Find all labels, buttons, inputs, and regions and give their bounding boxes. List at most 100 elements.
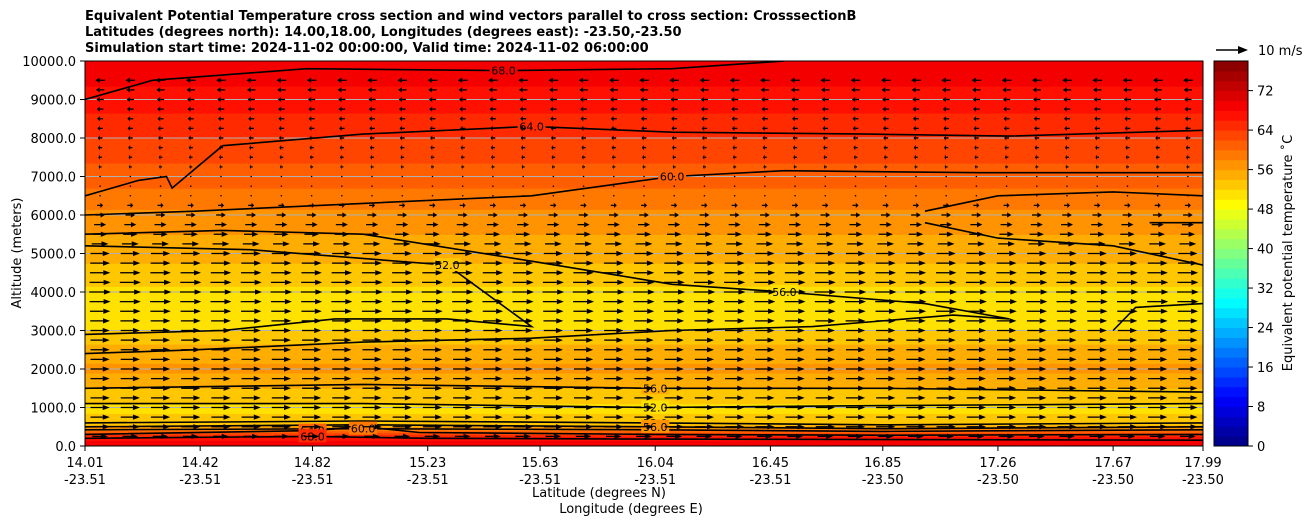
- wind-arrow: [337, 77, 347, 83]
- wind-arrow: [634, 376, 654, 382]
- x-tick-label-lon: -23.50: [1182, 473, 1224, 488]
- wind-arrow: [667, 231, 682, 237]
- x-axis-title-latitude: Latitude (degrees N): [532, 486, 666, 501]
- wind-arrow: [125, 212, 136, 218]
- wind-arrow: [1087, 250, 1107, 257]
- wind-arrow: [188, 154, 193, 160]
- wind-arrow: [785, 376, 805, 382]
- wind-arrow: [392, 356, 412, 362]
- field-band: [85, 93, 1203, 97]
- wind-arrow: [242, 241, 260, 247]
- wind-arrow: [550, 125, 557, 131]
- wind-arrow: [755, 250, 775, 257]
- wind-arrow: [1057, 250, 1077, 257]
- wind-arrow: [1126, 175, 1129, 178]
- wind-arrow: [815, 395, 835, 401]
- contour-line: [924, 191, 1203, 212]
- wind-arrow: [853, 145, 858, 151]
- wind-arrow: [517, 222, 530, 228]
- wind-arrow: [821, 87, 830, 93]
- wind-arrow: [913, 135, 919, 141]
- field-band: [85, 84, 1203, 87]
- wind-arrow: [279, 164, 283, 170]
- wind-arrow: [271, 376, 292, 382]
- wind-arrow: [241, 424, 261, 430]
- colorbar-band: [1214, 120, 1248, 131]
- wind-arrow: [732, 145, 737, 151]
- wind-arrow: [452, 270, 473, 276]
- wind-arrow: [392, 308, 413, 314]
- wind-arrow: [725, 337, 745, 343]
- wind-arrow: [483, 414, 503, 420]
- wind-arrow: [393, 241, 411, 247]
- wind-arrow: [301, 299, 323, 305]
- wind-arrow: [639, 212, 649, 218]
- wind-arrow: [731, 125, 738, 131]
- wind-arrow: [153, 231, 168, 237]
- field-band: [85, 247, 1203, 251]
- wind-arrow: [513, 376, 533, 382]
- wind-arrow: [852, 125, 859, 131]
- wind-arrow: [303, 433, 320, 439]
- wind-arrow: [670, 106, 678, 112]
- wind-arrow: [271, 250, 292, 257]
- field-band: [85, 107, 1203, 110]
- wind-arrow: [1087, 327, 1107, 334]
- wind-arrow: [694, 424, 715, 430]
- wind-arrow: [210, 270, 232, 276]
- wind-arrow: [180, 299, 202, 305]
- wind-arrow: [280, 194, 283, 197]
- field-band: [85, 109, 1203, 112]
- wind-arrow: [582, 164, 586, 170]
- field-band: [85, 99, 1203, 103]
- wind-arrow: [642, 164, 646, 170]
- wind-arrow: [90, 366, 110, 372]
- wind-arrow: [1185, 125, 1191, 131]
- wind-arrow: [213, 231, 229, 237]
- wind-arrow: [279, 135, 284, 141]
- field-band: [85, 351, 1203, 355]
- wind-arrow: [703, 185, 706, 187]
- wind-arrow: [188, 125, 194, 131]
- x-tick-label-lon: -23.50: [862, 473, 904, 488]
- wind-arrow: [733, 175, 736, 178]
- wind-arrow: [399, 125, 405, 131]
- wind-arrow: [246, 77, 256, 83]
- wind-arrow: [1147, 260, 1168, 266]
- wind-arrow: [999, 231, 1014, 237]
- wind-arrow: [332, 424, 352, 430]
- wind-arrow: [302, 414, 322, 420]
- wind-arrow: [270, 279, 292, 285]
- wind-arrow: [400, 154, 405, 160]
- field-band: [85, 367, 1203, 370]
- wind-arrow: [640, 96, 648, 103]
- wind-arrow: [882, 116, 889, 122]
- wind-arrow: [604, 424, 624, 430]
- wind-arrow: [90, 356, 110, 362]
- field-band: [85, 128, 1203, 131]
- wind-arrow: [210, 289, 232, 295]
- wind-arrow: [398, 106, 406, 112]
- wind-arrow: [90, 250, 110, 257]
- wind-arrow: [1087, 356, 1107, 362]
- wind-arrow: [217, 96, 225, 103]
- wind-arrow: [246, 212, 256, 218]
- wind-arrow: [634, 337, 654, 343]
- wind-arrow: [608, 212, 619, 218]
- wind-arrow: [457, 77, 468, 83]
- wind-arrow: [694, 376, 715, 382]
- wind-arrow: [331, 318, 352, 324]
- wind-arrow: [270, 289, 293, 295]
- wind-arrow: [369, 116, 376, 122]
- wind-arrow: [127, 106, 134, 112]
- wind-arrow: [784, 308, 806, 314]
- wind-arrow: [1156, 175, 1159, 178]
- wind-arrow: [1065, 164, 1069, 170]
- wind-arrow: [821, 106, 829, 112]
- wind-arrow: [611, 154, 616, 160]
- field-band: [85, 224, 1203, 228]
- wind-arrow: [512, 289, 534, 295]
- wind-arrow: [815, 318, 836, 324]
- contour-label-bg: [489, 63, 518, 77]
- wind-arrow: [819, 222, 832, 228]
